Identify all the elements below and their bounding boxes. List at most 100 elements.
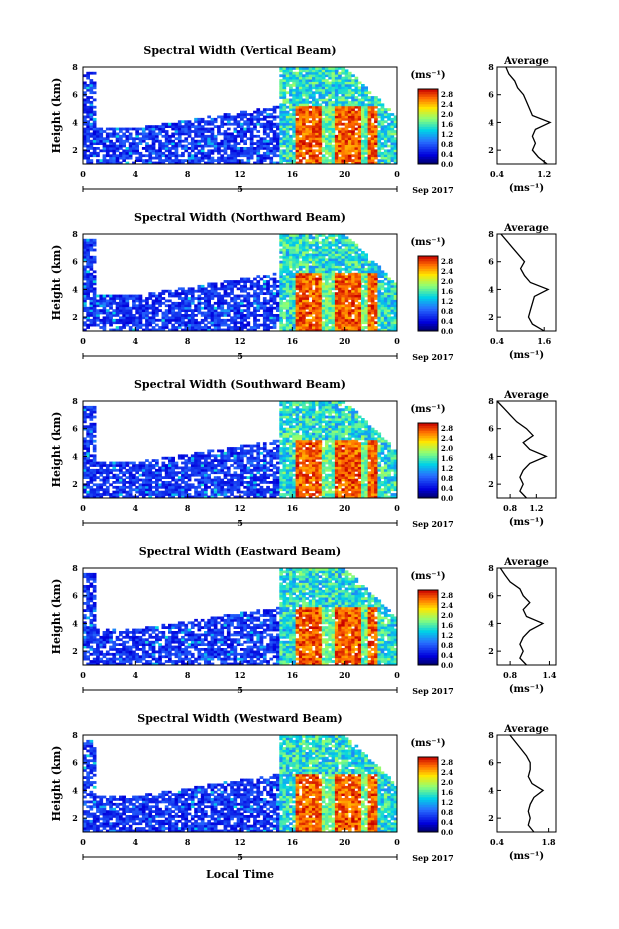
- heatmap-cell: [328, 272, 332, 276]
- heatmap-cell: [86, 297, 90, 300]
- heatmap-cell: [370, 323, 375, 327]
- heatmap-cell: [236, 287, 241, 291]
- heatmap-cell: [217, 314, 221, 317]
- heatmap-cell: [308, 134, 313, 138]
- heatmap-cell: [141, 473, 146, 477]
- heatmap-cell: [325, 265, 329, 269]
- heatmap-cell: [125, 471, 130, 475]
- heatmap-cell: [331, 258, 336, 262]
- heatmap-cell: [256, 122, 261, 126]
- heatmap-cell: [174, 490, 179, 494]
- heatmap-cell: [361, 139, 365, 143]
- heatmap-cell: [387, 323, 391, 327]
- heatmap-cell: [282, 130, 287, 133]
- heatmap-cell: [289, 316, 293, 320]
- heatmap-cell: [174, 318, 179, 322]
- heatmap-cell: [217, 144, 221, 148]
- heatmap-cell: [377, 311, 382, 315]
- heatmap-cell: [334, 125, 339, 128]
- heatmap-cell: [197, 289, 202, 293]
- heatmap-cell: [236, 149, 241, 153]
- heatmap-cell: [338, 134, 342, 138]
- heatmap-cell: [377, 323, 382, 327]
- heatmap-cell: [292, 134, 296, 138]
- heatmap-cell: [177, 323, 182, 327]
- heatmap-cell: [226, 144, 231, 148]
- heatmap-cell: [367, 161, 372, 165]
- heatmap-cell: [210, 318, 215, 322]
- heatmap-cell: [272, 154, 277, 158]
- heatmap-cell: [210, 159, 215, 162]
- heatmap-cell: [302, 67, 306, 70]
- heatmap-cell: [210, 297, 215, 300]
- heatmap-cell: [246, 309, 251, 312]
- heatmap-cell: [184, 481, 189, 484]
- heatmap-cell: [305, 301, 310, 305]
- heatmap-cell: [357, 125, 362, 128]
- heatmap-cell: [184, 147, 189, 150]
- heatmap-cell: [370, 125, 375, 128]
- heatmap-cell: [321, 289, 326, 293]
- heatmap-cell: [272, 277, 277, 281]
- heatmap-cell: [338, 323, 342, 327]
- heatmap-cell: [213, 117, 218, 121]
- heatmap-cell: [197, 284, 202, 288]
- heatmap-cell: [86, 258, 90, 262]
- heatmap-cell: [272, 108, 277, 111]
- heatmap-cells: [83, 401, 398, 499]
- heatmap-cell: [289, 144, 293, 148]
- heatmap-cell: [99, 297, 104, 300]
- heatmap-cell: [177, 466, 182, 470]
- heatmap-cell: [158, 149, 162, 153]
- heatmap-cell: [308, 91, 313, 95]
- heatmap-cell: [334, 113, 339, 116]
- heatmap-cell: [174, 326, 179, 329]
- heatmap-cell: [194, 151, 198, 155]
- heatmap-cell: [357, 255, 362, 259]
- heatmap-cell: [236, 309, 241, 312]
- heatmap-cell: [292, 253, 296, 257]
- heatmap-cell: [295, 147, 300, 150]
- heatmap-cell: [105, 149, 110, 153]
- heatmap-cell: [269, 309, 274, 312]
- heatmap-cell: [305, 161, 310, 165]
- heatmap-cell: [96, 134, 100, 138]
- heatmap-cell: [177, 316, 182, 320]
- heatmap-cell: [344, 309, 349, 312]
- heatmap-cell: [220, 314, 225, 317]
- heatmap-cell: [380, 287, 385, 291]
- heatmap-cell: [83, 304, 87, 308]
- heatmap-cell: [354, 299, 359, 303]
- heatmap-cell: [341, 284, 346, 288]
- heatmap-cell: [315, 105, 319, 109]
- heatmap-cell: [181, 495, 185, 499]
- heatmap-cell: [321, 243, 326, 247]
- heatmap-cell: [334, 255, 339, 259]
- heatmap-cell: [89, 478, 94, 482]
- heatmap-cell: [141, 464, 146, 467]
- heatmap-cell: [253, 326, 257, 329]
- heatmap-cell: [200, 284, 205, 288]
- heatmap-cell: [262, 117, 267, 121]
- heatmap-cell: [325, 238, 329, 242]
- heatmap-cell: [86, 137, 90, 141]
- heatmap-cell: [115, 304, 120, 308]
- heatmap-cell: [387, 151, 391, 155]
- heatmap-cell: [272, 314, 277, 317]
- heatmap-cell: [184, 159, 189, 162]
- heatmap-cell: [374, 132, 378, 136]
- heatmap-cell: [83, 139, 87, 143]
- heatmap-cell: [246, 137, 251, 141]
- heatmap-cell: [331, 127, 336, 131]
- heatmap-cell: [325, 316, 329, 320]
- heatmap-cell: [344, 103, 349, 107]
- heatmap-cell: [302, 98, 306, 102]
- heatmap-cell: [161, 485, 166, 489]
- heatmap-cell: [92, 444, 97, 448]
- heatmap-cell: [279, 74, 283, 78]
- heatmap-cell: [285, 311, 290, 315]
- heatmap-cell: [89, 117, 94, 121]
- heatmap-cell: [341, 241, 346, 245]
- heatmap-cell: [338, 100, 342, 104]
- heatmap-cell: [325, 321, 329, 325]
